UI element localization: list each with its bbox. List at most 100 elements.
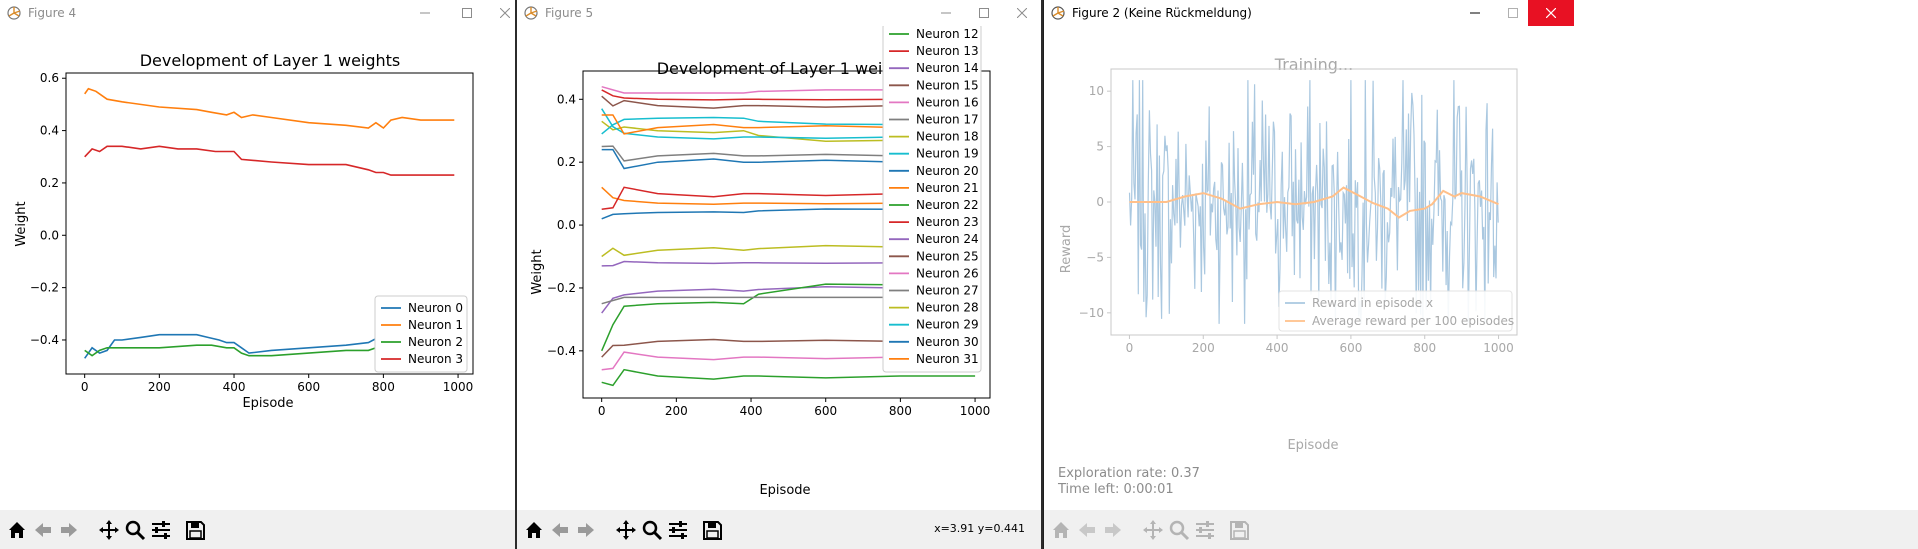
magnifier-icon bbox=[125, 520, 146, 541]
floppy-disk-icon bbox=[1230, 521, 1249, 540]
configure-subplots-button[interactable] bbox=[1191, 516, 1219, 544]
arrow-right-icon bbox=[1105, 523, 1121, 537]
legend-label: Reward in episode x bbox=[1312, 296, 1433, 310]
x-tick-label: 400 bbox=[740, 404, 763, 418]
figure-5-window: Figure 5 Development of Layer 1 weights … bbox=[517, 0, 1041, 549]
figure-canvas[interactable]: Training... Episode Reward 0 200 400 600 800… bbox=[1044, 26, 1918, 510]
arrow-right-icon bbox=[578, 523, 594, 537]
chart-title: Training... bbox=[1274, 55, 1353, 74]
series-line bbox=[601, 351, 976, 371]
magnifier-icon bbox=[1169, 520, 1190, 541]
x-tick-label: 600 bbox=[297, 380, 320, 394]
pan-button[interactable] bbox=[1139, 516, 1167, 544]
maximize-button[interactable] bbox=[1490, 0, 1536, 26]
series-line bbox=[601, 338, 976, 358]
x-tick-label: 400 bbox=[1266, 341, 1289, 355]
maximize-button[interactable] bbox=[961, 0, 1007, 26]
save-button[interactable] bbox=[698, 516, 726, 544]
x-tick-label: 1000 bbox=[443, 380, 474, 394]
legend-label: Neuron 0 bbox=[408, 301, 463, 315]
back-button[interactable] bbox=[546, 516, 574, 544]
series-line bbox=[601, 208, 976, 220]
save-button[interactable] bbox=[1225, 516, 1253, 544]
x-axis-label: Episode bbox=[242, 396, 293, 411]
y-axis-label: Weight bbox=[14, 201, 29, 246]
series-line bbox=[601, 244, 976, 258]
legend-label: Neuron 17 bbox=[916, 113, 979, 127]
home-button[interactable] bbox=[1047, 516, 1075, 544]
zoom-button[interactable] bbox=[638, 516, 666, 544]
close-button[interactable] bbox=[999, 0, 1041, 26]
minimize-button[interactable] bbox=[1452, 0, 1498, 26]
figure-4-titlebar[interactable]: Figure 4 bbox=[0, 0, 515, 26]
series-line bbox=[601, 286, 976, 314]
home-button[interactable] bbox=[520, 516, 548, 544]
legend-box bbox=[374, 295, 468, 373]
series-line bbox=[601, 89, 976, 101]
figure-canvas[interactable]: Development of Layer 1 weights Episode W… bbox=[517, 23, 1041, 510]
series-line bbox=[601, 283, 976, 352]
weights-chart: Development of Layer 1 weights Episode W… bbox=[14, 51, 474, 411]
forward-button[interactable] bbox=[1099, 516, 1127, 544]
configure-subplots-button[interactable] bbox=[147, 516, 175, 544]
cursor-coordinates: x=3.91 y=0.441 bbox=[934, 522, 1025, 535]
legend-label: Neuron 24 bbox=[916, 232, 979, 246]
forward-button[interactable] bbox=[572, 516, 600, 544]
legend-label: Neuron 3 bbox=[408, 352, 463, 366]
configure-subplots-button[interactable] bbox=[664, 516, 692, 544]
training-chart: Training... Episode Reward 0 200 400 600 800… bbox=[1059, 55, 1518, 453]
legend-label: Neuron 26 bbox=[916, 266, 979, 280]
y-tick-label: 0.4 bbox=[40, 124, 59, 138]
legend-label: Neuron 16 bbox=[916, 95, 979, 109]
back-button[interactable] bbox=[1073, 516, 1101, 544]
maximize-button[interactable] bbox=[444, 0, 490, 26]
x-tick-label: 600 bbox=[814, 404, 837, 418]
save-button[interactable] bbox=[181, 516, 209, 544]
y-tick-label: 0.2 bbox=[557, 155, 576, 169]
pan-button[interactable] bbox=[95, 516, 123, 544]
series-line bbox=[84, 145, 455, 176]
series-line bbox=[601, 120, 976, 143]
legend-label: Neuron 29 bbox=[916, 318, 979, 332]
close-button[interactable] bbox=[482, 0, 515, 26]
move-icon bbox=[616, 520, 636, 540]
zoom-button[interactable] bbox=[121, 516, 149, 544]
pan-button[interactable] bbox=[612, 516, 640, 544]
y-tick-label: −0.2 bbox=[547, 281, 576, 295]
x-tick-label: 400 bbox=[223, 380, 246, 394]
arrow-left-icon bbox=[552, 523, 568, 537]
figure-2-titlebar[interactable]: Figure 2 (Keine Rückmeldung) bbox=[1044, 0, 1918, 26]
back-button[interactable] bbox=[29, 516, 57, 544]
figure-5-titlebar[interactable]: Figure 5 bbox=[517, 0, 1041, 26]
move-icon bbox=[1143, 520, 1163, 540]
figure-canvas[interactable]: Development of Layer 1 weights Episode W… bbox=[0, 26, 515, 510]
matplotlib-app-icon bbox=[523, 5, 539, 21]
zoom-button[interactable] bbox=[1165, 516, 1193, 544]
legend-label: Neuron 12 bbox=[916, 27, 979, 41]
y-tick-label: 0.4 bbox=[557, 92, 576, 106]
legend-label: Neuron 13 bbox=[916, 44, 979, 58]
minimize-button[interactable] bbox=[923, 0, 969, 26]
plot-frame bbox=[582, 70, 991, 399]
home-icon bbox=[1053, 522, 1069, 538]
home-button[interactable] bbox=[3, 516, 31, 544]
minimize-button[interactable] bbox=[402, 0, 448, 26]
series-line bbox=[601, 116, 976, 135]
floppy-disk-icon bbox=[703, 521, 722, 540]
x-tick-label: 1000 bbox=[960, 404, 991, 418]
chart-title: Development of Layer 1 weights bbox=[657, 59, 918, 78]
series-line bbox=[601, 108, 976, 140]
y-tick-label: 0.6 bbox=[40, 71, 59, 85]
sliders-icon bbox=[669, 521, 687, 539]
legend-label: Neuron 28 bbox=[916, 301, 979, 315]
y-tick-label: −0.4 bbox=[547, 344, 576, 358]
forward-button[interactable] bbox=[55, 516, 83, 544]
window-title: Figure 2 (Keine Rückmeldung) bbox=[1072, 6, 1252, 20]
navigation-toolbar bbox=[1044, 510, 1918, 549]
y-tick-label: 0.0 bbox=[557, 218, 576, 232]
sliders-icon bbox=[1196, 521, 1214, 539]
legend-label: Neuron 18 bbox=[916, 130, 979, 144]
close-button[interactable] bbox=[1528, 0, 1574, 26]
legend-label: Neuron 2 bbox=[408, 335, 463, 349]
legend-box bbox=[1278, 290, 1513, 332]
